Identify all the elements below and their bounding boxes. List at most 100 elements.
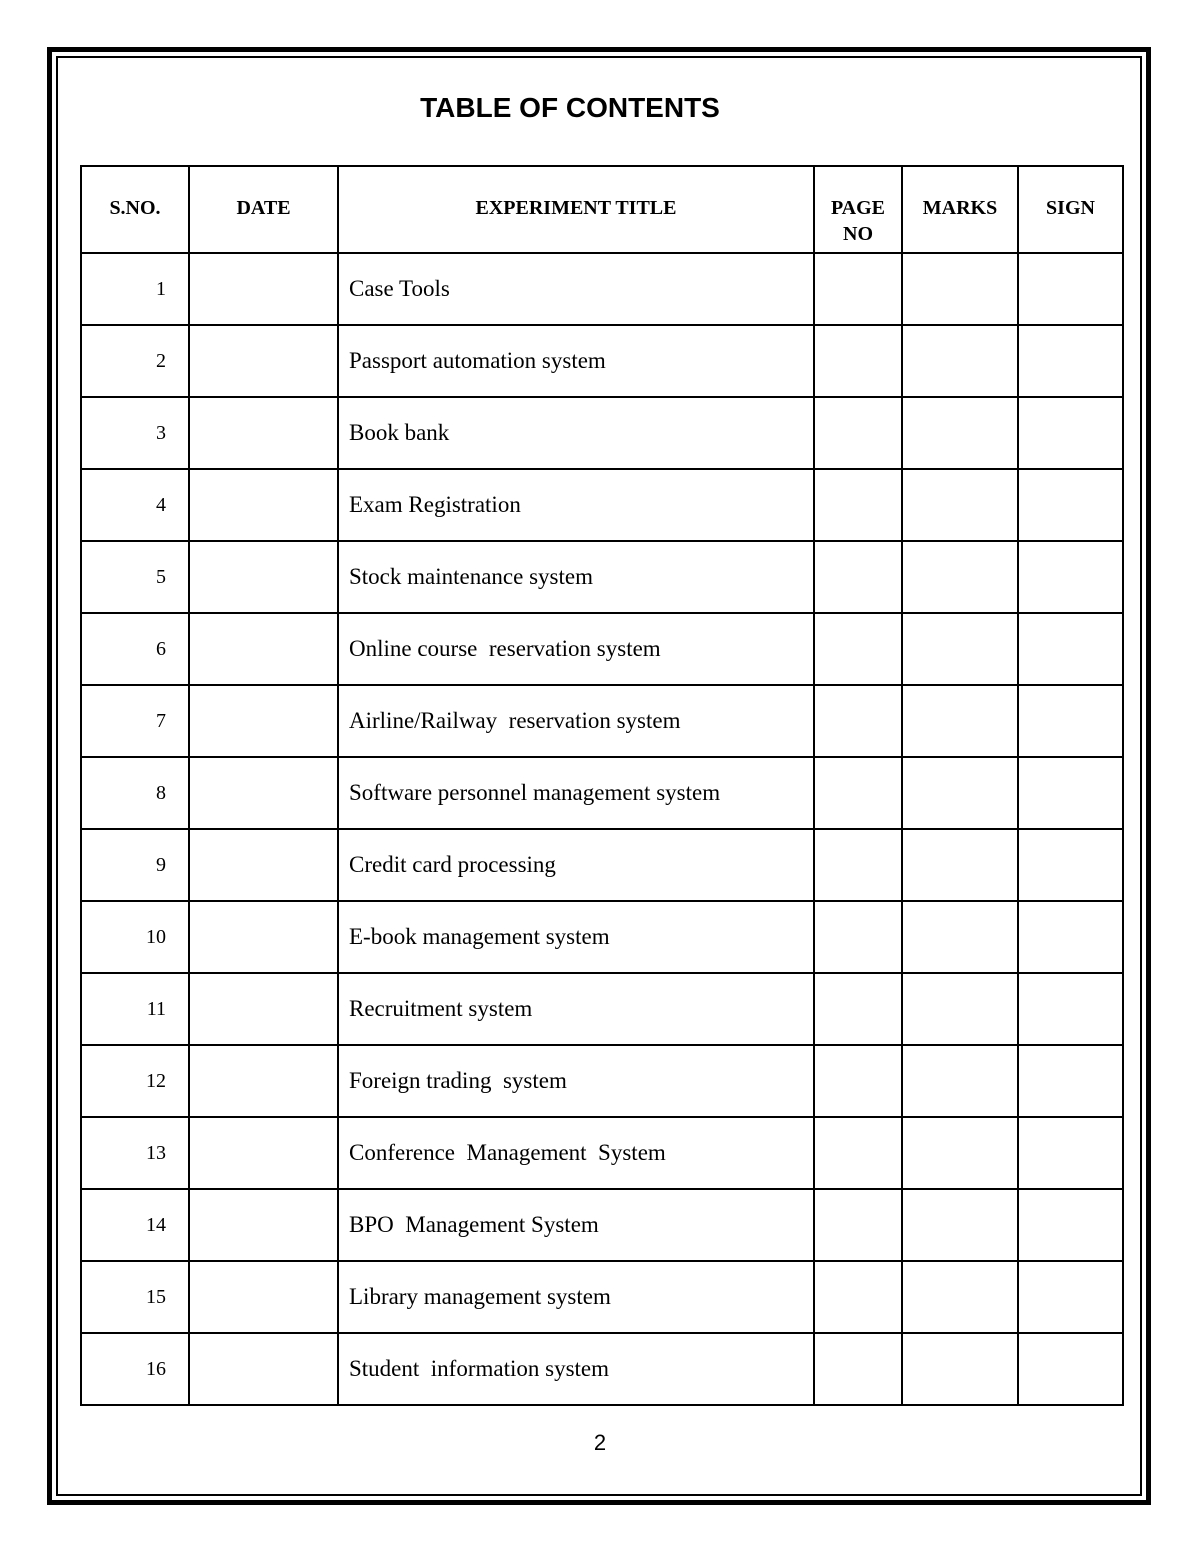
sno: 9	[80, 828, 190, 902]
table-row: 3 Book bank	[80, 396, 1124, 470]
sign-cell	[1017, 1044, 1124, 1118]
page-no-cell	[813, 396, 903, 470]
marks-cell	[901, 1188, 1019, 1262]
date-cell	[188, 1260, 339, 1334]
title-cell: Case Tools	[337, 252, 815, 326]
page-no-cell	[813, 1260, 903, 1334]
marks-cell	[901, 468, 1019, 542]
sign-cell	[1017, 972, 1124, 1046]
sno: 10	[80, 900, 190, 974]
sign-cell	[1017, 252, 1124, 326]
header-date: DATE	[188, 165, 339, 254]
marks-cell	[901, 1116, 1019, 1190]
title-cell: Book bank	[337, 396, 815, 470]
sno: 7	[80, 684, 190, 758]
title-cell: Stock maintenance system	[337, 540, 815, 614]
title-cell: Student information system	[337, 1332, 815, 1406]
date-cell	[188, 1116, 339, 1190]
sno: 12	[80, 1044, 190, 1118]
sign-cell	[1017, 1332, 1124, 1406]
page-no-cell	[813, 540, 903, 614]
title-cell: Online course reservation system	[337, 612, 815, 686]
date-cell	[188, 324, 339, 398]
marks-cell	[901, 1260, 1019, 1334]
table-row: 7 Airline/Railway reservation system	[80, 684, 1124, 758]
sign-cell	[1017, 828, 1124, 902]
page-no-cell	[813, 612, 903, 686]
marks-cell	[901, 972, 1019, 1046]
date-cell	[188, 1188, 339, 1262]
sno: 6	[80, 612, 190, 686]
marks-cell	[901, 1044, 1019, 1118]
sign-cell	[1017, 540, 1124, 614]
page-no-cell	[813, 756, 903, 830]
title-cell: Credit card processing	[337, 828, 815, 902]
title-cell: Recruitment system	[337, 972, 815, 1046]
date-cell	[188, 252, 339, 326]
page-no-cell	[813, 1044, 903, 1118]
header-row: S.NO. DATE EXPERIMENT TITLE PAGE NO MARK…	[80, 165, 1124, 254]
marks-cell	[901, 324, 1019, 398]
sign-cell	[1017, 468, 1124, 542]
date-cell	[188, 612, 339, 686]
title-cell: Passport automation system	[337, 324, 815, 398]
marks-cell	[901, 540, 1019, 614]
header-marks: MARKS	[901, 165, 1019, 254]
date-cell	[188, 756, 339, 830]
sno: 1	[80, 252, 190, 326]
table-row: 11 Recruitment system	[80, 972, 1124, 1046]
date-cell	[188, 1044, 339, 1118]
date-cell	[188, 540, 339, 614]
marks-cell	[901, 612, 1019, 686]
title-cell: Airline/Railway reservation system	[337, 684, 815, 758]
page-no-cell	[813, 1116, 903, 1190]
page-number: 2	[593, 1430, 607, 1455]
date-cell	[188, 468, 339, 542]
title-cell: Library management system	[337, 1260, 815, 1334]
table-row: 14 BPO Management System	[80, 1188, 1124, 1262]
sno: 8	[80, 756, 190, 830]
page-border	[47, 47, 1151, 1505]
title-cell: Foreign trading system	[337, 1044, 815, 1118]
sign-cell	[1017, 684, 1124, 758]
date-cell	[188, 900, 339, 974]
sign-cell	[1017, 612, 1124, 686]
contents-table: S.NO. DATE EXPERIMENT TITLE PAGE NO MARK…	[80, 165, 1124, 1406]
page-no-cell	[813, 684, 903, 758]
page-no-cell	[813, 468, 903, 542]
sign-cell	[1017, 900, 1124, 974]
table-row: 16 Student information system	[80, 1332, 1124, 1406]
title-cell: E-book management system	[337, 900, 815, 974]
sno: 4	[80, 468, 190, 542]
marks-cell	[901, 396, 1019, 470]
sign-cell	[1017, 1188, 1124, 1262]
title-cell: BPO Management System	[337, 1188, 815, 1262]
marks-cell	[901, 900, 1019, 974]
header-sno: S.NO.	[80, 165, 190, 254]
marks-cell	[901, 684, 1019, 758]
header-page-no: PAGE NO	[813, 165, 903, 254]
table-row: 10 E-book management system	[80, 900, 1124, 974]
sno: 16	[80, 1332, 190, 1406]
page-no-cell	[813, 1188, 903, 1262]
page-no-cell	[813, 972, 903, 1046]
page-title: TABLE OF CONTENTS	[420, 92, 720, 123]
table-row: 8 Software personnel management system	[80, 756, 1124, 830]
date-cell	[188, 396, 339, 470]
sno: 14	[80, 1188, 190, 1262]
title-cell: Conference Management System	[337, 1116, 815, 1190]
marks-cell	[901, 828, 1019, 902]
marks-cell	[901, 756, 1019, 830]
page-no-cell	[813, 252, 903, 326]
marks-cell	[901, 1332, 1019, 1406]
sign-cell	[1017, 324, 1124, 398]
table-row: 1 Case Tools	[80, 252, 1124, 326]
sno: 5	[80, 540, 190, 614]
sno: 11	[80, 972, 190, 1046]
table-row: 6 Online course reservation system	[80, 612, 1124, 686]
sno: 3	[80, 396, 190, 470]
table-row: 2 Passport automation system	[80, 324, 1124, 398]
sno: 15	[80, 1260, 190, 1334]
date-cell	[188, 1332, 339, 1406]
date-cell	[188, 684, 339, 758]
